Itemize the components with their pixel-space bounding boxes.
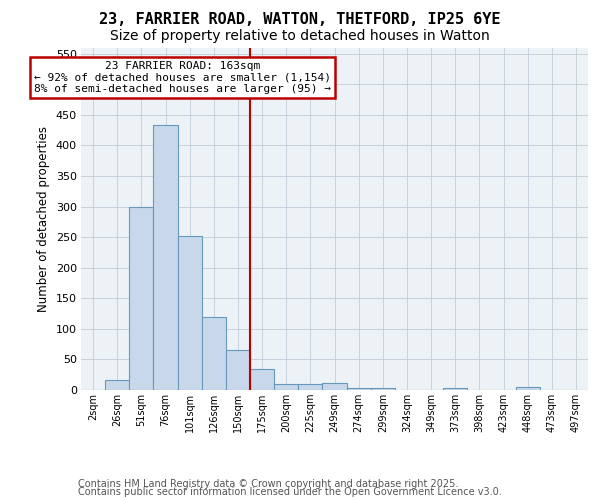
Bar: [178, 236, 202, 390]
Bar: [347, 388, 371, 390]
Bar: [298, 384, 322, 390]
Bar: [226, 350, 250, 390]
Bar: [274, 384, 298, 390]
Bar: [105, 380, 129, 390]
Text: Size of property relative to detached houses in Watton: Size of property relative to detached ho…: [110, 29, 490, 43]
Text: Contains HM Land Registry data © Crown copyright and database right 2025.: Contains HM Land Registry data © Crown c…: [78, 479, 458, 489]
Bar: [443, 388, 467, 390]
Bar: [154, 125, 178, 390]
Text: 23, FARRIER ROAD, WATTON, THETFORD, IP25 6YE: 23, FARRIER ROAD, WATTON, THETFORD, IP25…: [99, 12, 501, 26]
Bar: [250, 369, 274, 390]
Y-axis label: Number of detached properties: Number of detached properties: [37, 126, 50, 312]
Bar: [515, 387, 540, 390]
Text: Contains public sector information licensed under the Open Government Licence v3: Contains public sector information licen…: [78, 487, 502, 497]
Bar: [129, 206, 154, 390]
Bar: [202, 317, 226, 390]
Bar: [371, 388, 395, 390]
Bar: [322, 382, 347, 390]
Text: 23 FARRIER ROAD: 163sqm
← 92% of detached houses are smaller (1,154)
8% of semi-: 23 FARRIER ROAD: 163sqm ← 92% of detache…: [34, 61, 331, 94]
